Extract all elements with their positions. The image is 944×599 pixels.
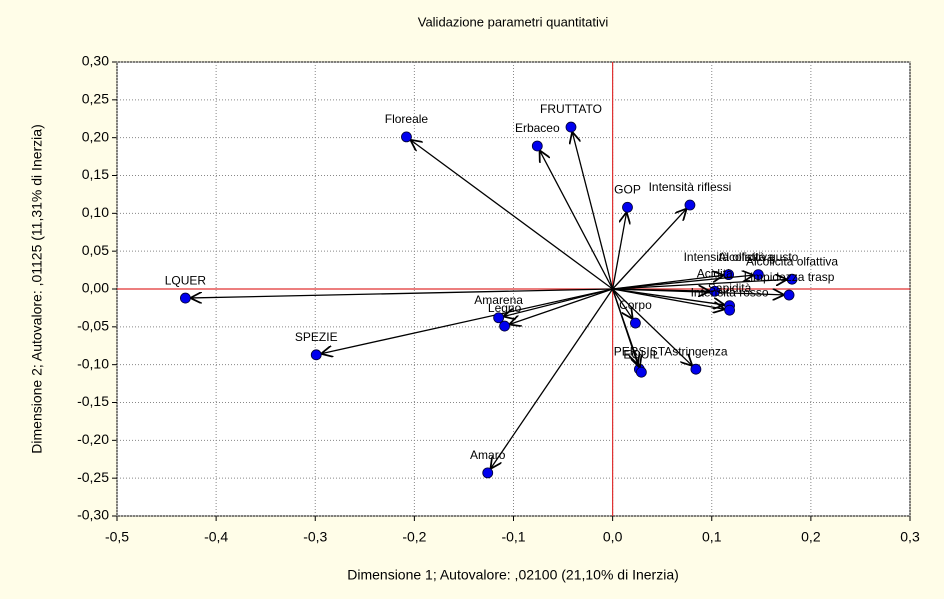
arrow: [322, 288, 613, 354]
point: [499, 320, 510, 332]
y-tick-label: -0,10: [77, 355, 109, 371]
arrow: [612, 289, 709, 291]
point: [786, 273, 798, 285]
arrow: [612, 288, 632, 318]
point-label: LQUER: [165, 273, 207, 287]
point: [690, 363, 702, 375]
arrow: [612, 288, 640, 367]
point-label: Amarena: [474, 293, 523, 307]
point-label: GOP: [614, 182, 641, 196]
point-label: Alcolicità olfattiva: [746, 254, 838, 268]
y-tick-label: -0,30: [77, 507, 109, 523]
x-axis-label: Dimensione 1; Autovalore: ,02100 (21,10%…: [347, 567, 679, 583]
y-tick-label: -0,05: [77, 318, 109, 334]
point: [684, 199, 696, 211]
point-label: Sapidità: [708, 281, 752, 295]
point: [493, 312, 505, 324]
point-label: Intensità olfattiva: [684, 250, 774, 264]
point: [752, 269, 764, 281]
y-tick-label: 0,25: [82, 91, 109, 107]
point-label: Intensità rosso: [691, 285, 769, 299]
point: [783, 289, 795, 301]
point: [709, 285, 721, 297]
y-tick-label: -0,20: [77, 431, 109, 447]
arrow: [510, 288, 613, 324]
point-label: Legno: [488, 301, 522, 315]
arrow: [504, 288, 613, 316]
point: [622, 201, 633, 213]
chart-title: Validazione parametri quantitativi: [418, 14, 609, 29]
arrow: [612, 288, 724, 305]
y-tick-label: -0,15: [77, 393, 109, 409]
arrow: [491, 288, 614, 468]
point: [179, 292, 191, 304]
point-label: EQUIL: [623, 347, 659, 361]
point-label: PERSIST: [614, 344, 666, 358]
arrow: [572, 133, 614, 290]
arrow: [611, 213, 627, 290]
point: [635, 366, 647, 378]
point-label: Amaro: [470, 448, 506, 462]
arrow: [612, 288, 692, 365]
y-tick-label: 0,05: [82, 242, 109, 258]
arrow: [191, 288, 613, 298]
y-tick-label: 0,10: [82, 204, 109, 220]
point-label: Intensità riflessi: [649, 180, 732, 194]
y-axis-label: Dimensione 2; Autovalore: ,01125 (11,31%…: [29, 124, 45, 453]
x-tick-label: -0,2: [402, 529, 426, 545]
x-tick-label: 0,2: [801, 529, 821, 545]
point-label: Astringenza: [664, 344, 728, 358]
arrow: [612, 288, 724, 309]
point: [531, 140, 543, 152]
y-tick-label: 0,30: [82, 53, 109, 69]
point: [630, 317, 641, 329]
y-tick-label: 0,00: [82, 280, 109, 296]
point-label: Limpidezza trasp: [744, 270, 835, 284]
x-tick-label: 0,3: [900, 529, 920, 545]
point-label: FRUTTATO: [540, 102, 602, 116]
y-tick-label: -0,25: [77, 469, 109, 485]
point: [482, 467, 494, 479]
point-label: SPEZIE: [295, 330, 338, 344]
point-label: Floreale: [385, 112, 429, 126]
y-tick-label: 0,15: [82, 166, 109, 182]
x-tick-label: -0,1: [501, 529, 525, 545]
arrow: [411, 140, 614, 290]
point-label: Corpo: [619, 298, 652, 312]
x-tick-label: -0,4: [204, 529, 228, 545]
point-label: Erbaceo: [515, 121, 560, 135]
y-tick-label: 0,20: [82, 128, 109, 144]
point: [401, 131, 412, 143]
arrow: [612, 209, 686, 290]
point-label: Alcolicità gusto: [718, 250, 798, 264]
point: [724, 304, 735, 316]
point-label: Acidità: [697, 266, 733, 280]
x-tick-label: 0,1: [702, 529, 722, 545]
x-tick-label: 0,0: [603, 529, 623, 545]
point: [310, 349, 322, 361]
x-tick-label: -0,3: [303, 529, 327, 545]
arrow: [612, 279, 786, 290]
arrow: [612, 275, 753, 290]
point: [565, 121, 577, 133]
arrow: [540, 151, 614, 290]
x-tick-label: -0,5: [105, 529, 129, 545]
